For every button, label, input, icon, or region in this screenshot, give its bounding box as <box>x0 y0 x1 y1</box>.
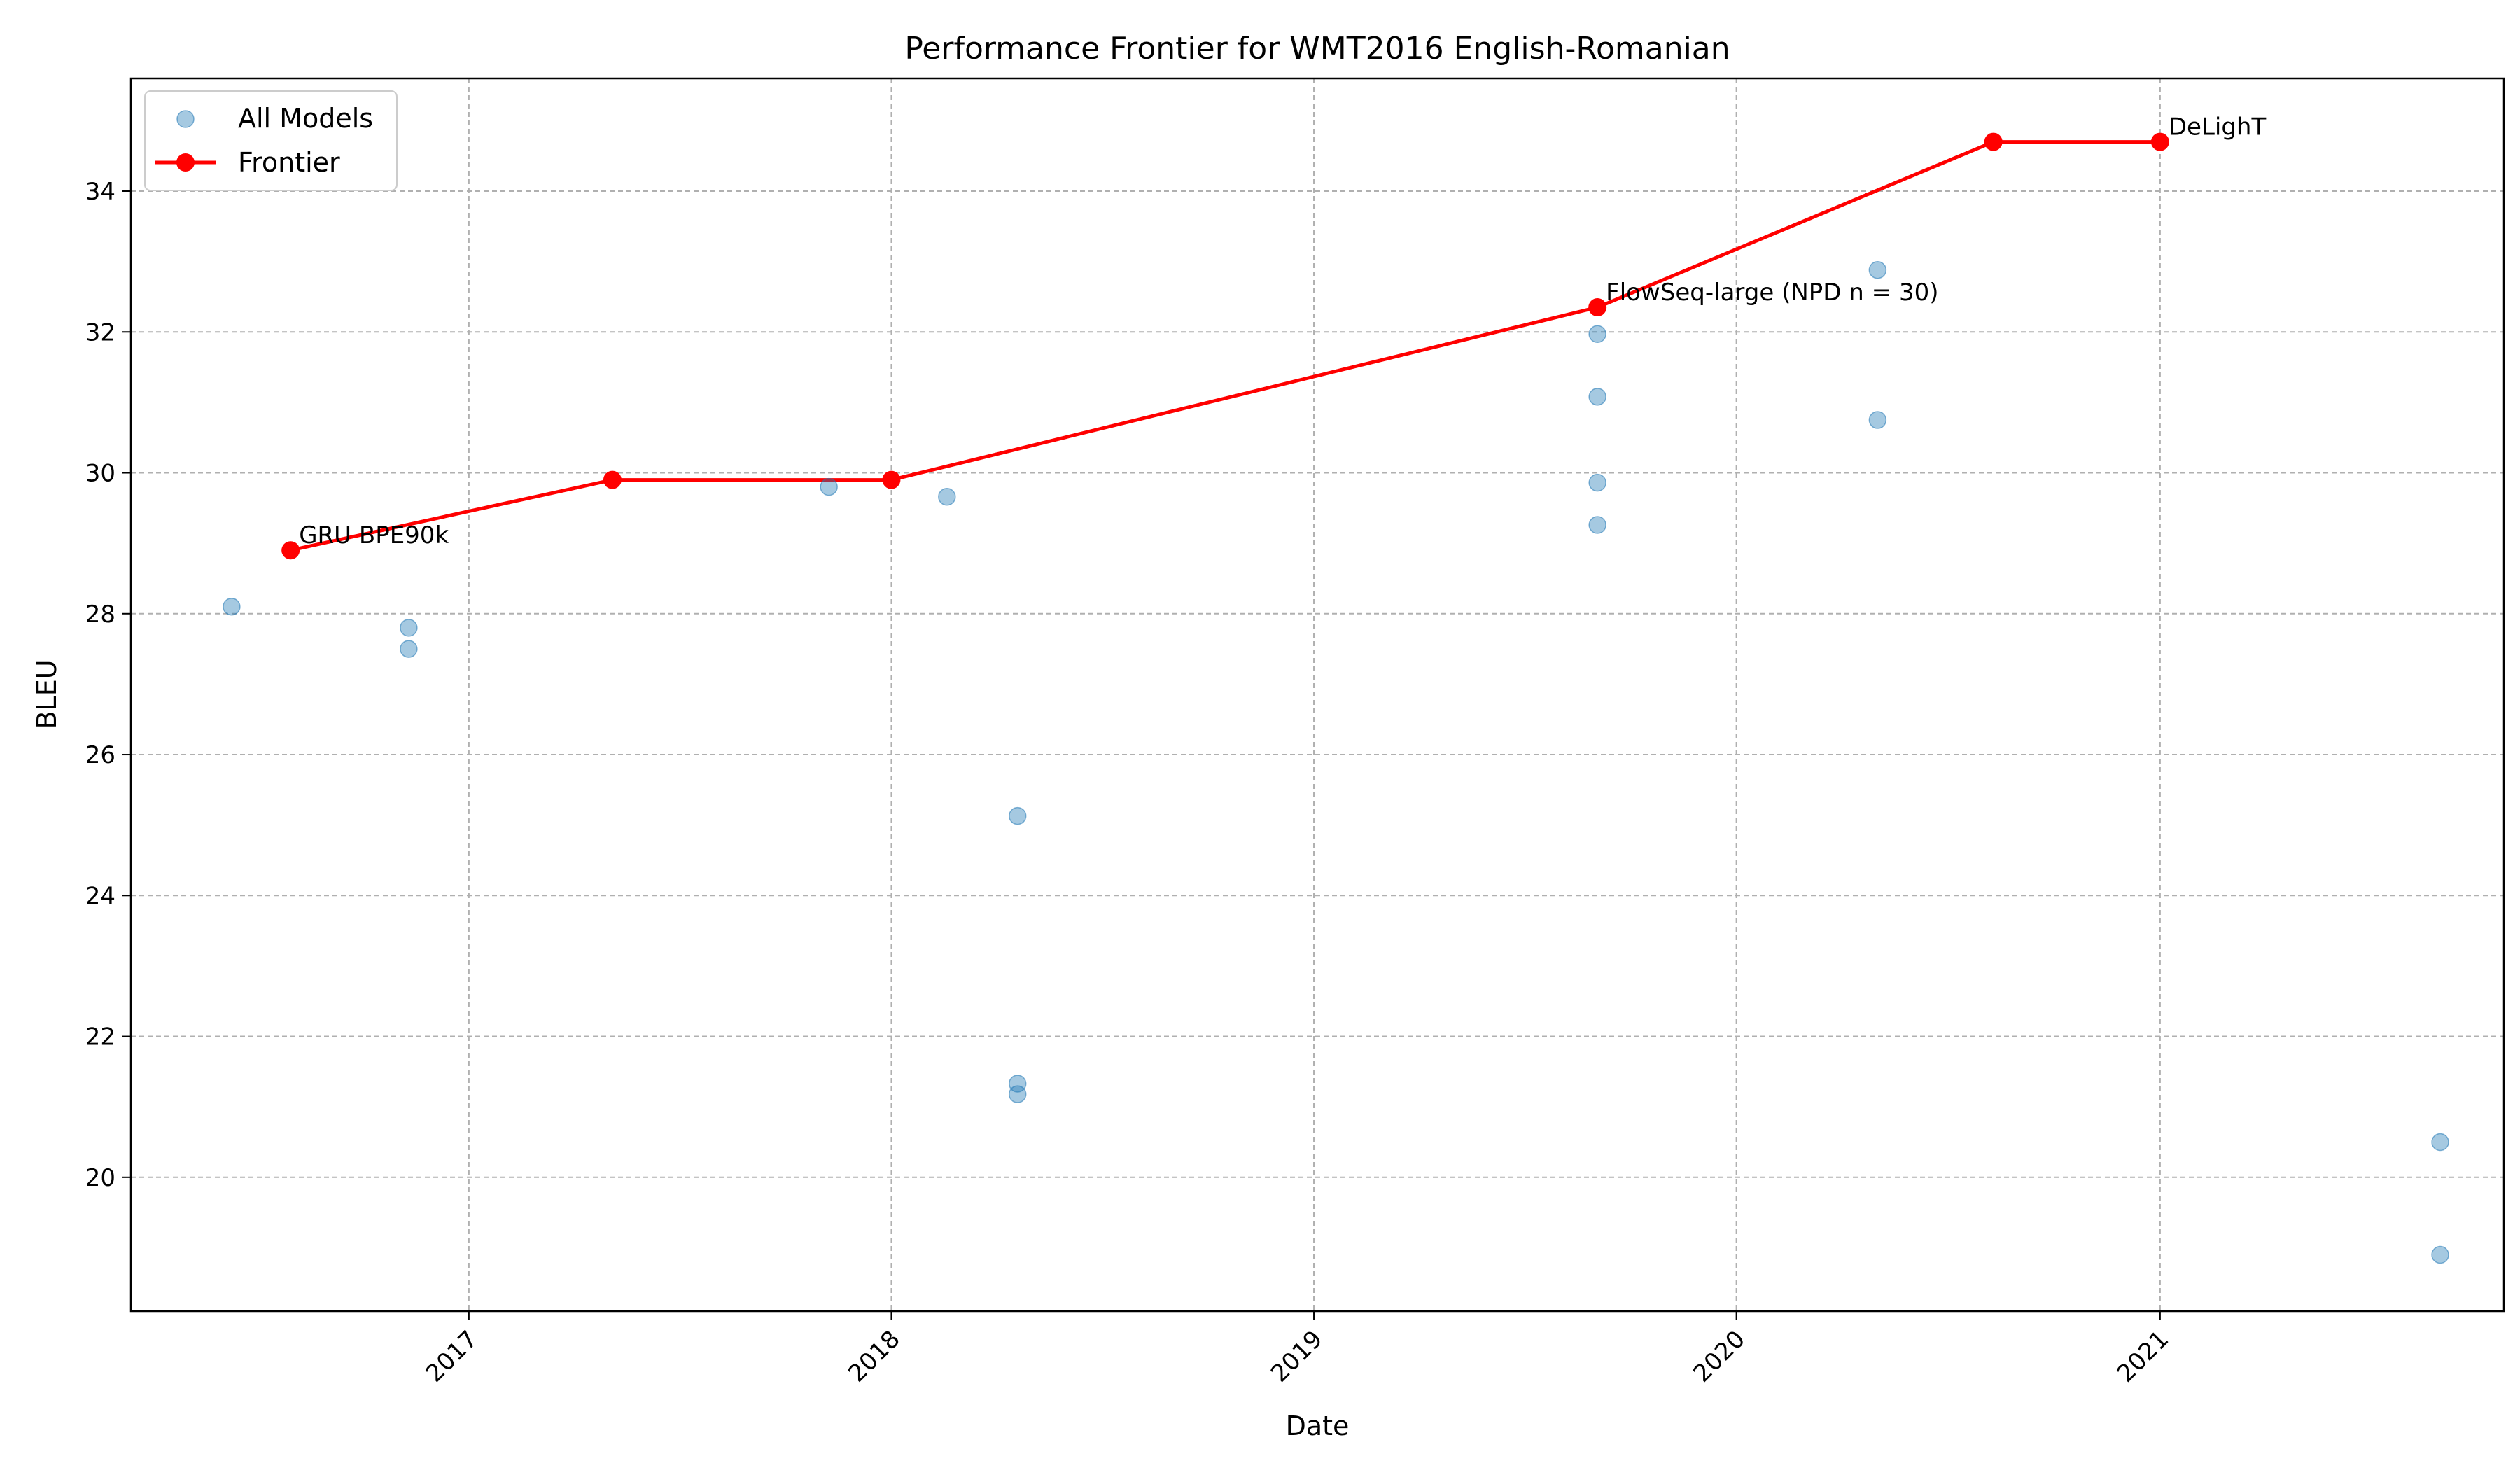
x-tick-label: 2017 <box>421 1325 483 1387</box>
y-axis-ticks: 20 22 24 26 28 30 32 34 <box>85 178 131 1192</box>
y-tick-label: 28 <box>85 601 115 629</box>
legend-box <box>144 90 398 191</box>
frontier-line <box>290 140 2160 552</box>
model-point <box>2431 1133 2449 1152</box>
frontier-point <box>603 470 622 489</box>
model-point <box>1588 388 1606 406</box>
legend-label-all-models: All Models <box>238 103 373 134</box>
y-tick-label: 22 <box>85 1023 115 1051</box>
frontier-point <box>281 541 300 560</box>
model-point <box>2431 1245 2449 1264</box>
model-point <box>400 640 418 658</box>
model-point <box>1868 411 1887 429</box>
annotation-label: GRU BPE90k <box>299 522 449 550</box>
y-tick-label: 30 <box>85 460 115 488</box>
legend-marker-frontier <box>176 153 195 172</box>
annotation-label: DeLighT <box>2169 113 2267 141</box>
x-tick-label: 2020 <box>1688 1325 1751 1387</box>
frontier-point <box>1984 132 2003 151</box>
model-point <box>400 619 418 637</box>
model-point <box>1008 1085 1027 1103</box>
plot-frame <box>130 77 2505 1312</box>
model-point <box>1008 806 1027 825</box>
y-tick-label: 20 <box>85 1164 115 1192</box>
x-axis-label: Date <box>1286 1410 1350 1441</box>
grid-lines <box>131 78 2504 1311</box>
model-point <box>820 477 838 496</box>
legend-marker-all-models <box>176 110 195 128</box>
frontier-point <box>1588 298 1607 317</box>
frontier-point <box>882 470 901 489</box>
y-tick-label: 24 <box>85 882 115 910</box>
frontier-line-layer <box>281 132 2169 560</box>
model-point <box>1588 325 1606 344</box>
y-tick-label: 32 <box>85 318 115 346</box>
annotation-label: FlowSeq-large (NPD n = 30) <box>1606 279 1938 307</box>
x-tick-label: 2021 <box>2112 1325 2174 1387</box>
model-point <box>223 597 241 616</box>
chart-title: Performance Frontier for WMT2016 English… <box>904 31 1730 66</box>
legend: All Models Frontier <box>144 90 398 191</box>
y-axis-label: BLEU <box>31 659 62 729</box>
frontier-point <box>2150 132 2169 151</box>
x-tick-label: 2018 <box>843 1325 905 1387</box>
model-point <box>1868 260 1887 279</box>
x-axis-ticks: 2017 2018 2019 2020 2021 <box>421 1311 2174 1388</box>
points-layer <box>223 260 2449 1264</box>
model-point <box>1588 473 1606 492</box>
y-tick-label: 26 <box>85 741 115 769</box>
model-point <box>938 487 956 506</box>
x-tick-label: 2019 <box>1266 1325 1328 1387</box>
annotations-layer: GRU BPE90k FlowSeq-large (NPD n = 30) DeLi… <box>299 113 2266 550</box>
model-point <box>1008 1074 1027 1093</box>
y-tick-label: 34 <box>85 178 115 206</box>
model-point <box>1588 516 1606 534</box>
legend-label-frontier: Frontier <box>238 147 340 178</box>
